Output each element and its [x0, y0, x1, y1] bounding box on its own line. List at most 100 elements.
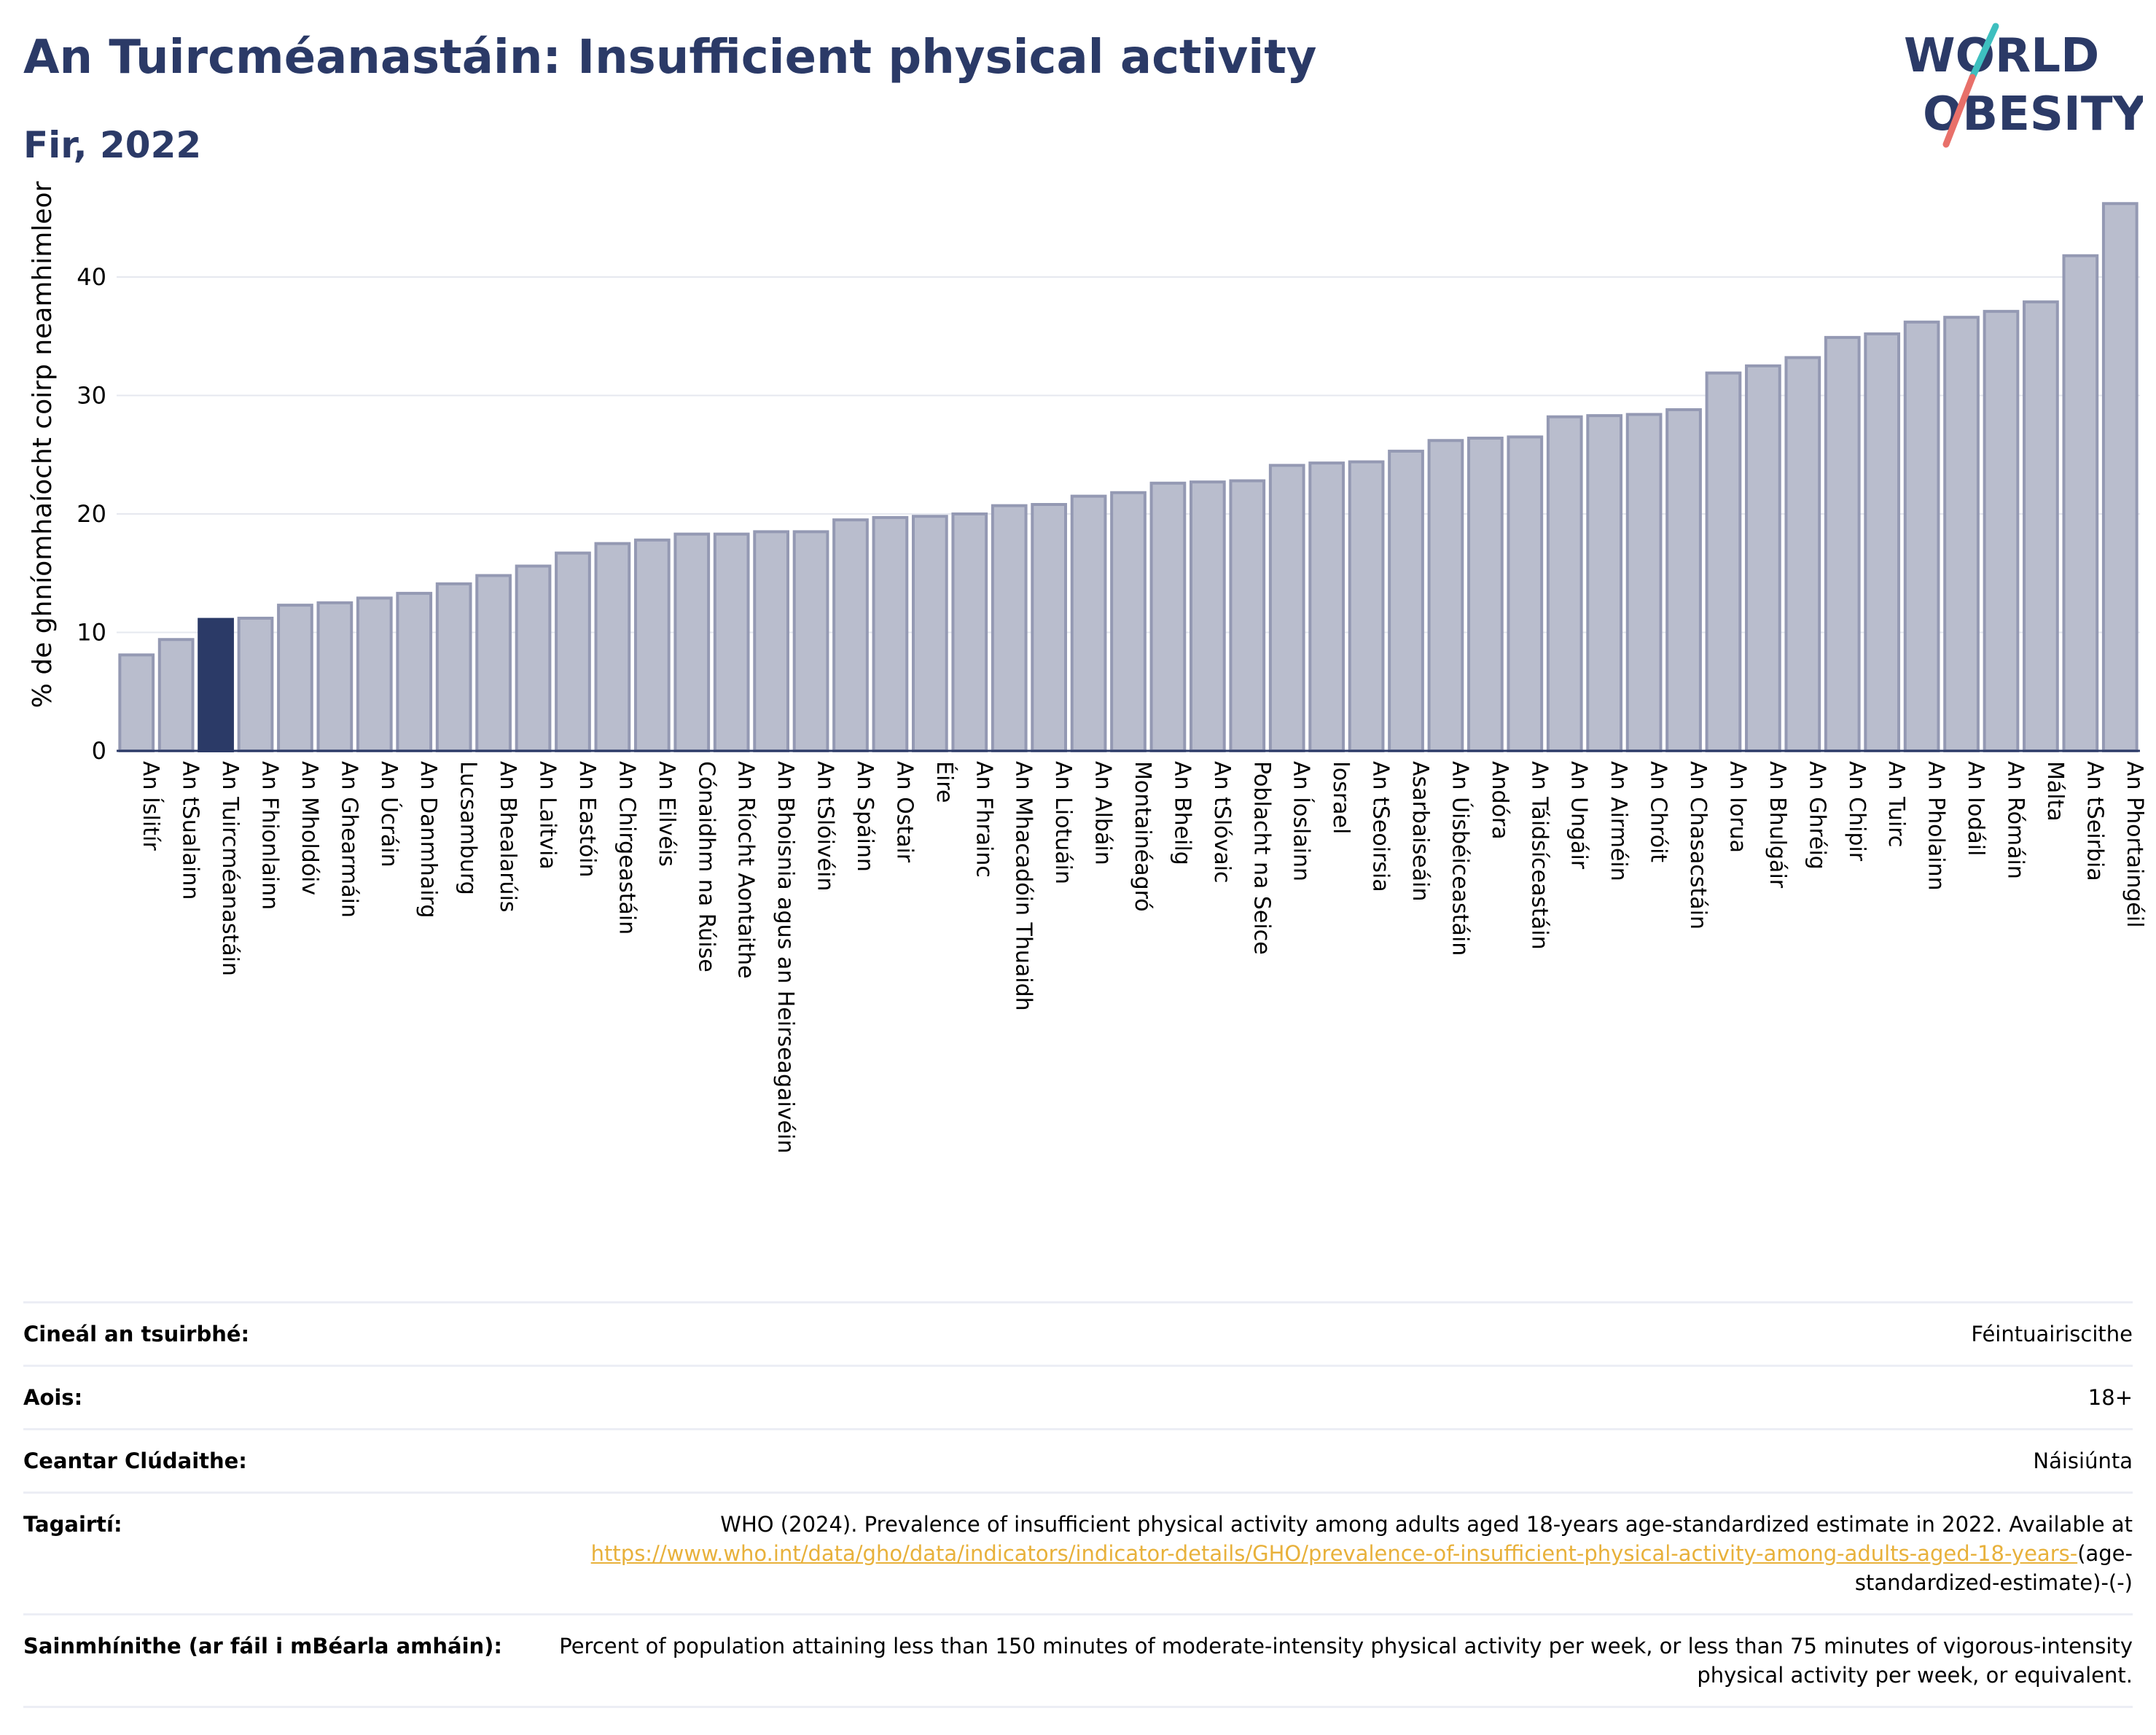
- x-tick-label: Poblacht na Seice: [1249, 761, 1274, 955]
- coverage-label: Ceantar Clúdaithe:: [23, 1449, 247, 1473]
- x-tick-label: An tSeoirsia: [1368, 761, 1394, 892]
- bar: [1824, 335, 1861, 752]
- x-tick-label: Montainéagró: [1130, 761, 1155, 912]
- bar: [1784, 356, 1821, 752]
- y-tick-label: 40: [77, 263, 106, 291]
- bar: [475, 574, 512, 752]
- bar: [832, 518, 869, 752]
- bar: [435, 582, 472, 752]
- bar: [792, 530, 829, 752]
- bar: [872, 515, 909, 752]
- x-tick-label: An Ríocht Aontaithe: [733, 761, 759, 979]
- references-suffix: (age-standardized-estimate)-(-): [1854, 1541, 2133, 1595]
- definitions-value: Percent of population attaining less tha…: [559, 1634, 2133, 1688]
- bar: [1705, 371, 1742, 752]
- x-tick-label: An Airméin: [1606, 761, 1631, 881]
- bar: [1070, 494, 1107, 752]
- bar: [1149, 481, 1187, 752]
- metadata-table: Cineál an tsuirbhé: Féintuairiscithe Aoi…: [23, 1301, 2133, 1708]
- bar: [594, 542, 631, 752]
- x-tick-label: Cónaidhm na Rúise: [693, 761, 719, 972]
- meta-row-survey-type: Cineál an tsuirbhé: Féintuairiscithe: [23, 1302, 2133, 1366]
- definitions-label: Sainmhínithe (ar fáil i mBéarla amháin):: [23, 1634, 503, 1658]
- x-tick-label: An Iodáil: [1963, 761, 1988, 856]
- bar: [1110, 491, 1147, 752]
- x-tick-label: An Fhionlainn: [257, 761, 283, 910]
- x-tick-label: Iosrael: [1328, 761, 1354, 834]
- x-tick-label: An Eilvéis: [654, 761, 679, 867]
- x-tick-label: An Laitvia: [535, 761, 561, 870]
- bar: [157, 638, 195, 752]
- x-tick-label: An Chipir: [1844, 761, 1870, 862]
- coverage-value: Náisiúnta: [2033, 1449, 2133, 1473]
- bar: [1268, 464, 1305, 752]
- x-tick-label: An Bhealarúis: [495, 761, 520, 913]
- x-tick-label: An Tuircméanastáin: [217, 761, 243, 976]
- x-tick-label: An Úisbéiceastáin: [1447, 761, 1474, 956]
- bar: [713, 532, 750, 752]
- age-label: Aois:: [23, 1385, 83, 1410]
- x-tick-label: An Bhulgáir: [1765, 761, 1790, 889]
- bar: [2101, 202, 2139, 752]
- bar: [1943, 316, 1980, 752]
- bar: [1229, 479, 1266, 752]
- x-tick-label: An Mhacadóin Thuaidh: [1011, 761, 1036, 1011]
- bar: [1625, 413, 1663, 752]
- x-tick-label: An Spáinn: [852, 761, 878, 872]
- x-tick-label: An Iorua: [1725, 761, 1750, 853]
- bar: [1745, 364, 1781, 752]
- x-tick-label: Lucsamburg: [456, 761, 481, 895]
- survey-type-value: Féintuairiscithe: [1971, 1322, 2133, 1346]
- bar: [277, 604, 313, 752]
- age-value: 18+: [2087, 1385, 2133, 1410]
- bar: [237, 617, 274, 752]
- meta-row-definitions: Sainmhínithe (ar fáil i mBéarla amháin):…: [23, 1614, 2133, 1707]
- x-tick-label: An Rómáin: [2002, 761, 2028, 879]
- x-tick-label: An Táidsíceastáin: [1526, 761, 1552, 950]
- x-tick-label: An Íslitír: [138, 761, 164, 851]
- x-tick-label: An Chasacstáin: [1685, 761, 1711, 929]
- x-tick-label: An Liotuáin: [1050, 761, 1076, 884]
- x-tick-label: Éire: [931, 761, 958, 803]
- logo-slash-teal: [1969, 23, 1999, 81]
- bar: [673, 532, 711, 752]
- x-tick-label: An Íoslainn: [1289, 761, 1315, 881]
- bar: [633, 538, 671, 752]
- bar: [1467, 437, 1504, 752]
- bar: [1586, 414, 1623, 752]
- bar: [316, 601, 354, 752]
- bar: [2062, 254, 2099, 752]
- bar: [1546, 415, 1583, 752]
- y-tick-label: 20: [77, 500, 106, 528]
- x-tick-label: An Mholdóiv: [297, 761, 322, 895]
- references-link[interactable]: https://www.who.int/data/gho/data/indica…: [590, 1541, 2078, 1566]
- bar: [1031, 503, 1067, 752]
- bar: [1665, 408, 1702, 752]
- bar: [1864, 332, 1901, 752]
- bar: [1308, 461, 1345, 752]
- meta-row-coverage: Ceantar Clúdaithe: Náisiúnta: [23, 1429, 2133, 1493]
- bar: [991, 504, 1028, 752]
- bar: [1348, 460, 1385, 752]
- y-tick-label: 30: [77, 382, 106, 410]
- x-tick-label: An Ghréig: [1804, 761, 1829, 870]
- chart-subtitle: Fir, 2022: [23, 124, 202, 166]
- bar: [356, 596, 393, 752]
- bar: [1983, 310, 2020, 752]
- bar: [555, 551, 591, 752]
- x-tick-label: An Tuirc: [1883, 761, 1909, 847]
- world-obesity-logo: WORLD OBESITY: [1904, 23, 2143, 148]
- bar-highlighted: [198, 617, 234, 752]
- x-tick-label: Asarbaiseáin: [1407, 761, 1433, 901]
- y-tick-label: 10: [77, 619, 106, 647]
- bar: [1903, 320, 1940, 752]
- x-tick-label: An Bhoisnia agus an Heirseagaivéin: [773, 761, 798, 1153]
- bar: [753, 530, 789, 752]
- bar: [911, 515, 948, 752]
- x-tick-label: An Ungáir: [1566, 761, 1592, 870]
- x-tick-label: An tSlóvaic: [1209, 761, 1235, 884]
- x-tick-label: An Danmhairg: [415, 761, 441, 918]
- x-tick-label: An tSualainn: [178, 761, 203, 900]
- bar-chart: 0 10 20 30 40 % de ghníomhaíocht coirp neamhi…: [28, 181, 2147, 1153]
- bar: [1388, 449, 1424, 752]
